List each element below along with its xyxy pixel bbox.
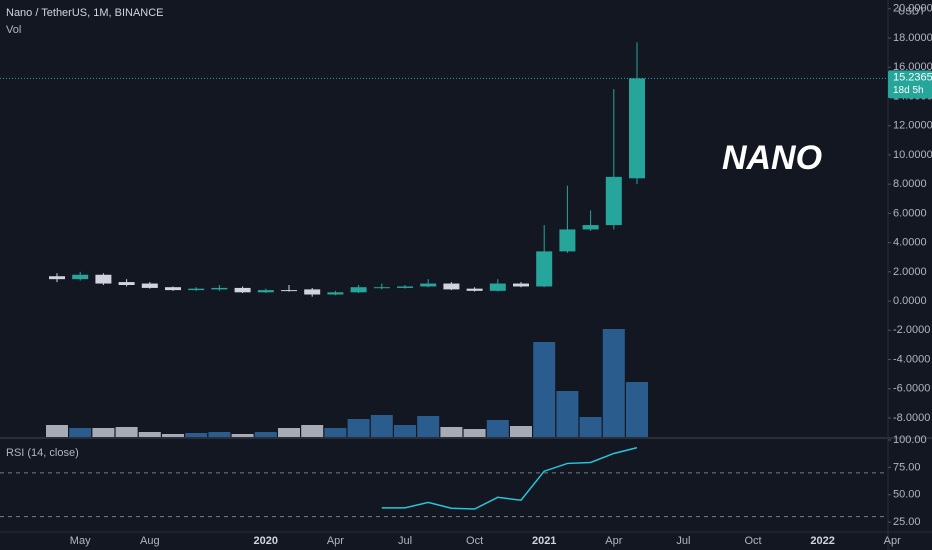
volume-label: Vol (6, 24, 21, 36)
volume-bar (533, 342, 556, 437)
x-tick-label: 2020 (254, 535, 278, 547)
rsi-line (381, 446, 638, 510)
rsi-tick-label: 50.00 (893, 489, 921, 501)
candle-body (257, 290, 274, 293)
candle-body (373, 287, 390, 289)
y-tick-label: 10.0000 (893, 149, 932, 161)
last-price-box (888, 70, 932, 99)
candle-body (141, 283, 158, 288)
y-tick-label: 18.0000 (893, 32, 932, 44)
volume-bar (602, 329, 625, 437)
volume-bar (556, 391, 579, 437)
volume-bar (579, 417, 602, 437)
volume-bar (69, 428, 92, 437)
candle-body (350, 287, 367, 293)
volume-bar (138, 432, 161, 437)
x-tick-label: Jul (676, 535, 690, 547)
candle-body (489, 283, 506, 291)
countdown-label: 18d 5h (893, 85, 924, 96)
x-tick-label: Aug (140, 535, 160, 547)
candle-body (513, 283, 529, 287)
candle-body (72, 274, 89, 280)
y-tick-label: 12.0000 (893, 120, 932, 132)
x-tick-label: 2021 (532, 535, 556, 547)
y-tick-label: 6.0000 (893, 207, 927, 219)
volume-bar (417, 416, 440, 437)
volume-bar (463, 429, 486, 437)
annotation: NANO (722, 139, 822, 177)
candle-body (49, 276, 65, 280)
volume-bar (510, 426, 532, 437)
y-tick-label: -2.0000 (893, 324, 930, 336)
volume-bar (440, 427, 463, 437)
candle-body (536, 251, 553, 287)
volume-bar (92, 428, 115, 437)
candle-body (304, 289, 321, 295)
y-tick-label: 4.0000 (893, 237, 927, 249)
rsi-tick-label: 75.00 (893, 461, 921, 473)
y-tick-label: 20.0000 (893, 3, 932, 15)
candle-body (327, 292, 344, 295)
volume-bar (115, 427, 138, 437)
candle-body (188, 288, 205, 291)
y-tick-label: -4.0000 (893, 353, 930, 365)
rsi-tick-label: 25.00 (893, 516, 921, 528)
candle-body (605, 176, 622, 226)
x-tick-label: 2022 (810, 535, 834, 547)
y-tick-label: 16.0000 (893, 61, 932, 73)
y-tick-label: 8.0000 (893, 178, 927, 190)
candle-body (397, 286, 413, 288)
y-tick-label: -6.0000 (893, 383, 930, 395)
volume-bar (301, 425, 324, 437)
volume-bar (46, 425, 68, 437)
x-tick-label: May (70, 535, 91, 547)
candle-body (281, 290, 297, 292)
y-tick-label: -8.0000 (893, 412, 930, 424)
x-tick-label: Oct (466, 535, 483, 547)
x-tick-label: Apr (327, 535, 344, 547)
candle-body (118, 282, 135, 285)
volume-bar (162, 434, 184, 437)
candle-body (466, 288, 483, 291)
y-tick-label: 2.0000 (893, 266, 927, 278)
candle-body (443, 283, 460, 290)
candle-body (165, 287, 181, 291)
last-price-label: 15.2365 (893, 71, 932, 83)
volume-bar (370, 415, 393, 437)
rsi-tick-label: 100.00 (893, 434, 927, 446)
rsi-label: RSI (14, close) (6, 447, 79, 459)
chart-title: Nano / TetherUS, 1M, BINANCE (6, 7, 164, 19)
candle-body (420, 283, 437, 287)
volume-bar (347, 419, 370, 437)
volume-bar (208, 432, 231, 437)
candle-body (211, 287, 228, 290)
volume-bar (254, 432, 277, 437)
volume-bar (185, 433, 208, 437)
volume-bar (324, 428, 347, 437)
y-tick-label: 0.0000 (893, 295, 927, 307)
volume-bar (626, 382, 648, 437)
candle-body (582, 225, 599, 230)
volume-bar (394, 425, 416, 437)
volume-bar (486, 420, 509, 437)
volume-bar (231, 434, 254, 437)
candle-body (234, 287, 251, 293)
currency-label: USDT (898, 7, 925, 18)
x-tick-label: Apr (884, 535, 901, 547)
x-tick-label: Jul (398, 535, 412, 547)
candle-body (95, 274, 112, 284)
candle-body (559, 229, 576, 252)
volume-bar (278, 428, 300, 437)
candle-body (629, 78, 645, 179)
x-tick-label: Oct (744, 535, 761, 547)
x-tick-label: Apr (605, 535, 622, 547)
